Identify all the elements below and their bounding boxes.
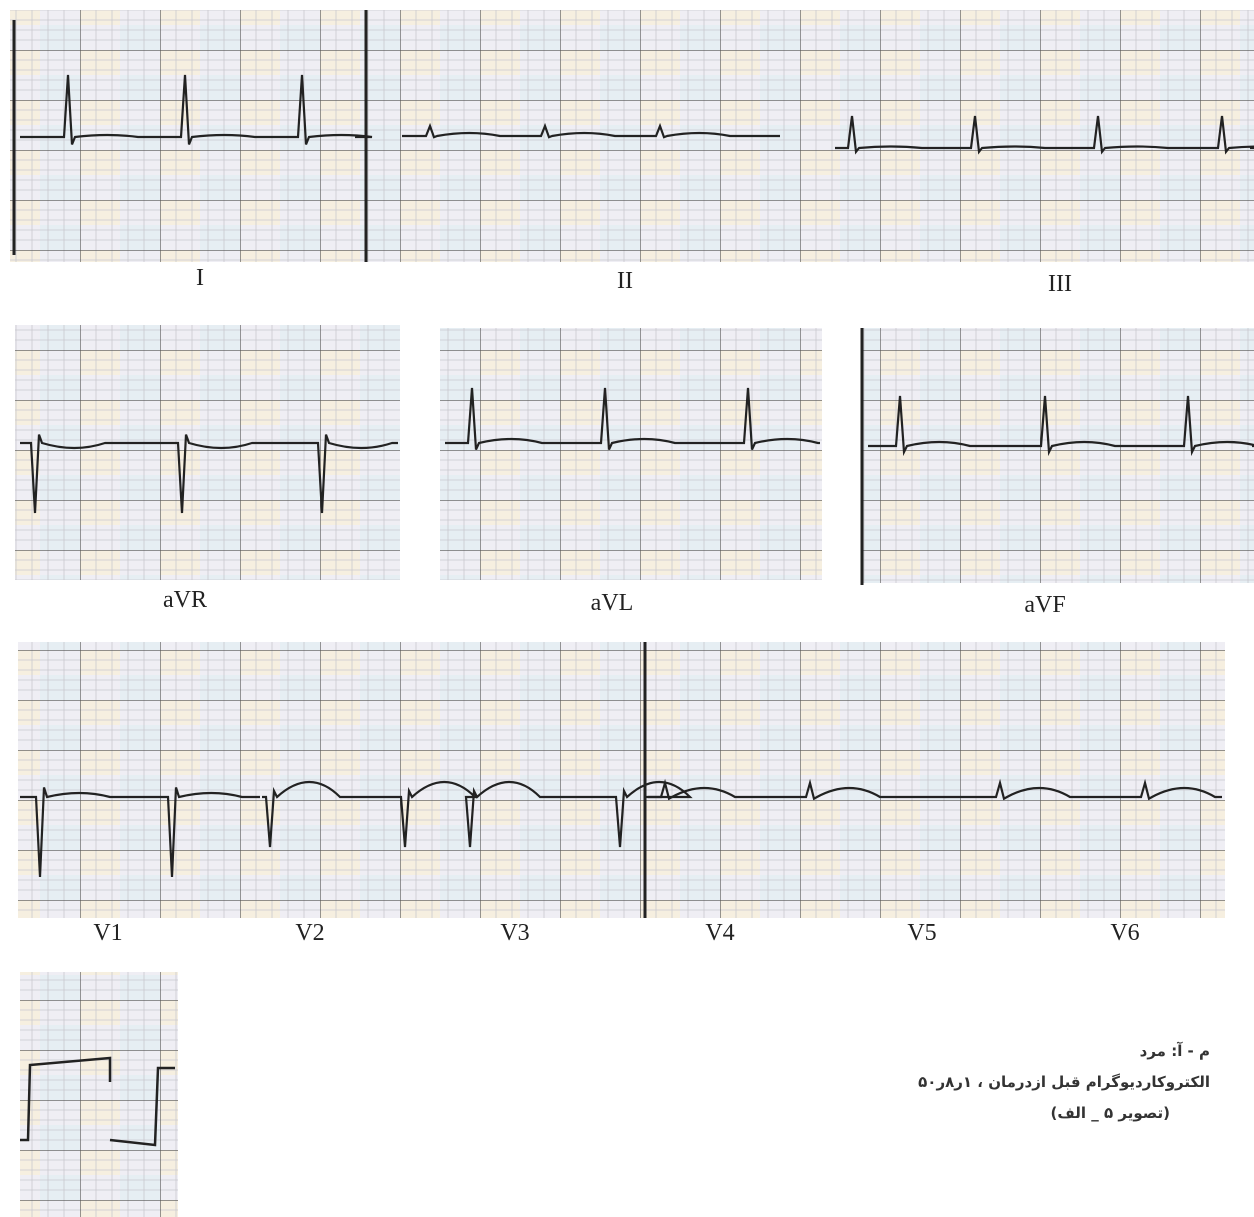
ecg-trace [262,781,693,848]
lead-label: V2 [295,920,324,946]
lead-label: aVR [163,587,207,613]
ecg-trace [868,395,1254,457]
lead-label: V4 [705,920,734,946]
lead-label: V1 [93,920,122,946]
ecg-strips [10,10,1254,1217]
lead-label: V3 [500,920,529,946]
ecg-trace [20,787,260,878]
grid-paper [20,972,178,1217]
lead-label: V5 [907,920,936,946]
lead-label: I [196,265,204,291]
caption: م - آ: مرد الکتروکاردیوگرام قبل ازدرمان … [918,1036,1210,1129]
grid-paper [18,642,1225,918]
grid-paper [15,325,400,580]
ecg-trace [445,387,820,451]
ecg-trace [20,74,373,145]
caption-line: (تصویر ۵ _ الف) [1050,1104,1170,1122]
ecg-trace [20,434,398,514]
grid-paper [862,328,1254,583]
grid-paper [440,328,822,580]
caption-line: الکتروکاردیوگرام قبل ازدرمان ، ۱ر۸ر۵۰ [918,1073,1210,1091]
lead-label: aVF [1024,592,1065,618]
lead-label: II [617,268,633,294]
ecg-trace [648,778,1222,801]
lead-label: III [1048,271,1072,297]
lead-label: V6 [1110,920,1139,946]
caption-line: م - آ: مرد [1139,1042,1210,1060]
ecg-trace [402,122,780,139]
ecg-trace [20,1056,175,1147]
lead-label: aVL [591,590,634,616]
ecg-trace [835,115,1254,155]
